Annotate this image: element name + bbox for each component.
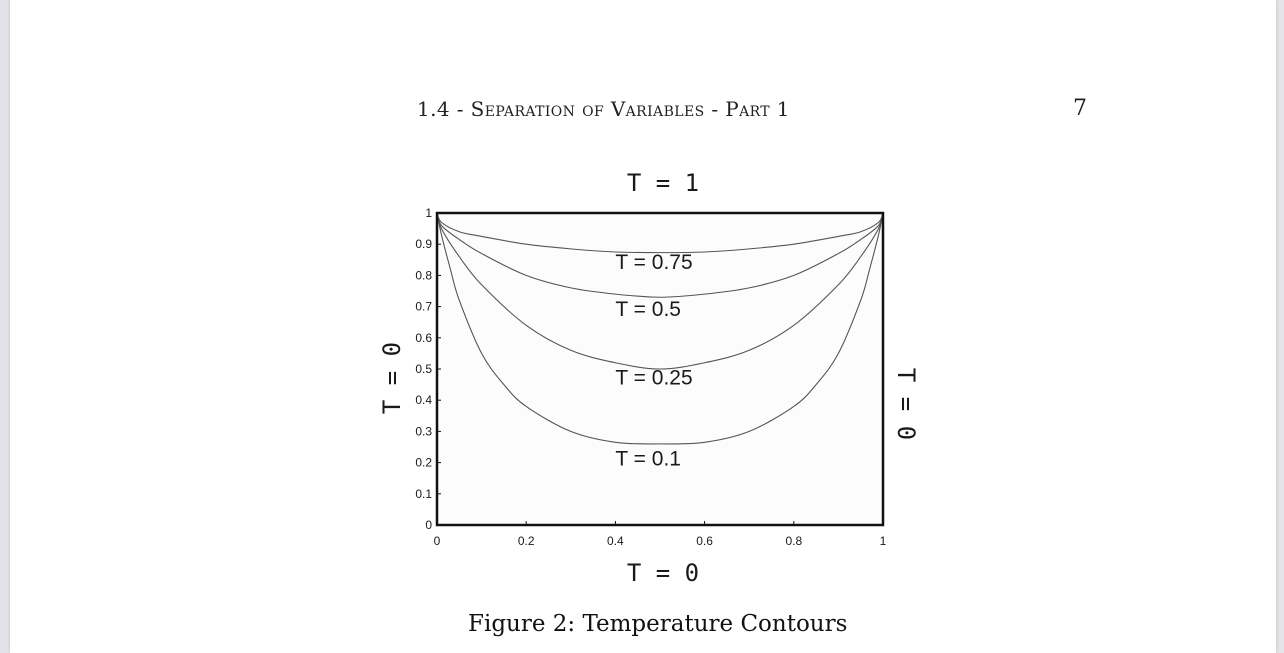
y-tick-label: 0.5 — [415, 362, 432, 376]
figure-caption: Figure 2: Temperature Contours — [468, 611, 848, 637]
y-tick-label: 0.3 — [415, 424, 432, 438]
y-tick-label: 0 — [425, 518, 432, 532]
y-tick-label: 0.7 — [415, 300, 432, 314]
y-tick-label: 0.9 — [415, 237, 432, 251]
boundary-label-left: T = 0 — [378, 342, 406, 414]
y-tick-label: 0.2 — [415, 456, 432, 470]
contour-label-3: T = 0.25 — [615, 367, 692, 390]
y-tick-label: 0.8 — [415, 268, 432, 282]
contour-line-2 — [436, 212, 884, 298]
contour-label-1: T = 0.75 — [615, 251, 692, 274]
boundary-label-top: T = 1 — [627, 169, 699, 197]
contour-line-1 — [436, 212, 884, 254]
page-number: 7 — [1073, 96, 1087, 121]
x-tick-label: 0.8 — [785, 534, 802, 548]
boundary-label-right: T = 0 — [892, 368, 920, 440]
x-tick-label: 0.4 — [607, 534, 624, 548]
x-tick-label: 0 — [434, 534, 441, 548]
y-tick-label: 0.1 — [415, 487, 432, 501]
x-tick-label: 0.2 — [518, 534, 535, 548]
x-tick-label: 1 — [880, 534, 887, 548]
plot-frame — [435, 211, 885, 527]
boundary-label-bottom: T = 0 — [627, 559, 699, 587]
contour-plot: 0 0.2 0.4 0.6 0.8 1 0 0.1 0.2 0.3 0.4 0.5 0.6 0.7 0.8 0… — [378, 169, 920, 587]
y-tick-label: 0.4 — [415, 393, 432, 407]
contour-line-3 — [436, 212, 884, 370]
contour-line-4 — [436, 212, 884, 445]
contour-label-2: T = 0.5 — [615, 298, 681, 321]
running-head: 1.4 - Separation of Variables - Part 1 — [417, 97, 790, 121]
x-tick-label: 0.6 — [696, 534, 713, 548]
y-tick-label: 0.6 — [415, 331, 432, 345]
contour-figure: 0 0.2 0.4 0.6 0.8 1 0 0.1 0.2 0.3 0.4 0.5 0.6 0.7 0.8 0… — [360, 160, 920, 604]
contour-label-4: T = 0.1 — [615, 448, 681, 471]
y-tick-label: 1 — [425, 206, 432, 220]
document-page: 1.4 - Separation of Variables - Part 1 7… — [10, 0, 1276, 653]
